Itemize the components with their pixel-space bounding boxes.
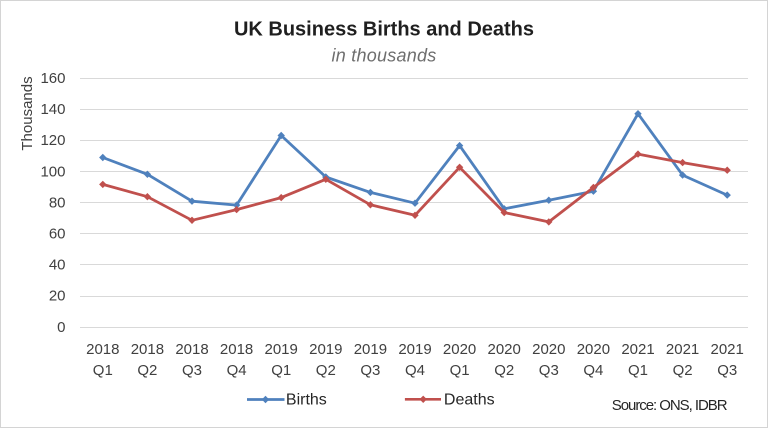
svg-text:2020: 2020	[577, 341, 610, 358]
svg-text:2019: 2019	[309, 341, 342, 358]
svg-text:Births: Births	[286, 391, 327, 408]
svg-text:Q1: Q1	[271, 362, 291, 379]
svg-text:0: 0	[57, 319, 65, 336]
svg-text:Q2: Q2	[494, 362, 514, 379]
svg-text:2021: 2021	[621, 341, 654, 358]
svg-text:2020: 2020	[532, 341, 565, 358]
svg-text:160: 160	[40, 70, 65, 87]
svg-text:2020: 2020	[488, 341, 521, 358]
svg-text:Q3: Q3	[539, 362, 559, 379]
svg-text:Q2: Q2	[316, 362, 336, 379]
svg-text:2021: 2021	[711, 341, 744, 358]
svg-text:100: 100	[40, 163, 65, 180]
svg-text:2019: 2019	[265, 341, 298, 358]
svg-text:Source: ONS, IDBR: Source: ONS, IDBR	[612, 397, 728, 414]
svg-text:2019: 2019	[398, 341, 431, 358]
svg-text:UK Business Births and Deaths: UK Business Births and Deaths	[234, 19, 534, 41]
svg-text:2019: 2019	[354, 341, 387, 358]
svg-text:Q4: Q4	[405, 362, 425, 379]
svg-text:Q4: Q4	[583, 362, 603, 379]
svg-text:Q3: Q3	[182, 362, 202, 379]
svg-text:60: 60	[49, 226, 66, 243]
svg-text:Q1: Q1	[450, 362, 470, 379]
svg-text:20: 20	[49, 288, 66, 305]
svg-text:120: 120	[40, 132, 65, 149]
svg-text:Q1: Q1	[628, 362, 648, 379]
svg-text:Q1: Q1	[93, 362, 113, 379]
svg-text:in thousands: in thousands	[331, 45, 436, 65]
svg-text:80: 80	[49, 194, 66, 211]
svg-text:Q4: Q4	[227, 362, 247, 379]
svg-text:Q2: Q2	[137, 362, 157, 379]
svg-text:2020: 2020	[443, 341, 476, 358]
svg-text:Q3: Q3	[717, 362, 737, 379]
svg-text:40: 40	[49, 257, 66, 274]
svg-text:Q2: Q2	[673, 362, 693, 379]
svg-text:2021: 2021	[666, 341, 699, 358]
svg-text:2018: 2018	[175, 341, 208, 358]
svg-text:2018: 2018	[86, 341, 119, 358]
svg-text:Q3: Q3	[360, 362, 380, 379]
svg-text:Thousands: Thousands	[19, 76, 36, 150]
svg-text:2018: 2018	[131, 341, 164, 358]
svg-text:Deaths: Deaths	[444, 391, 495, 408]
svg-text:2018: 2018	[220, 341, 253, 358]
svg-text:140: 140	[40, 101, 65, 118]
